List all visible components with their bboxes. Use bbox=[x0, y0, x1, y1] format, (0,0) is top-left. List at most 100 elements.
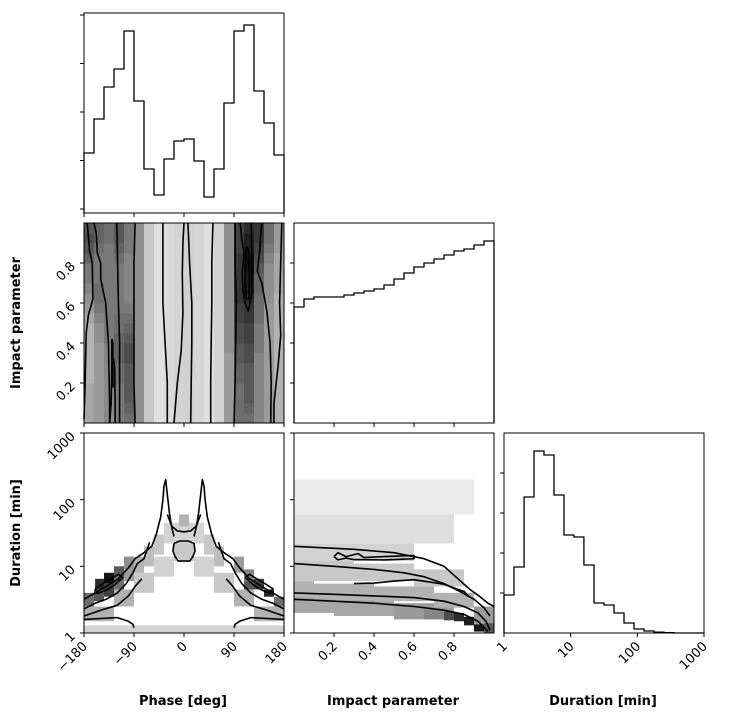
heatmap-cell bbox=[274, 393, 285, 404]
heatmap-cell bbox=[194, 363, 205, 374]
heatmap-cell bbox=[164, 343, 175, 354]
heatmap-cell bbox=[134, 243, 145, 254]
heatmap-cell bbox=[214, 313, 225, 324]
heatmap-cell bbox=[84, 393, 95, 404]
heatmap-cell bbox=[204, 233, 215, 244]
heatmap-cell bbox=[204, 273, 215, 284]
phase-hist-bin bbox=[84, 153, 94, 213]
phase-hist-bin bbox=[154, 195, 164, 213]
phase-hist-bin bbox=[244, 25, 254, 213]
heatmap-cell bbox=[244, 353, 255, 364]
heatmap-cell bbox=[194, 253, 205, 264]
heatmap-cell bbox=[264, 383, 275, 394]
heatmap-cell bbox=[244, 363, 255, 374]
heatmap-cell bbox=[224, 353, 235, 364]
impact-hist-bin bbox=[294, 307, 304, 423]
heatmap-cell bbox=[254, 353, 265, 364]
heatmap-cell bbox=[244, 373, 255, 384]
heatmap-cell bbox=[264, 363, 275, 374]
contour-line bbox=[333, 551, 415, 561]
heatmap-cell bbox=[104, 263, 115, 274]
heatmap-cell bbox=[214, 383, 225, 394]
heatmap-cell bbox=[154, 313, 165, 324]
duration-hist-bin bbox=[524, 497, 534, 633]
heatmap-cell bbox=[124, 243, 135, 254]
contour-line bbox=[83, 616, 135, 628]
heatmap-cell bbox=[244, 313, 255, 324]
heatmap-cell bbox=[254, 283, 265, 294]
heatmap-cell bbox=[144, 313, 155, 324]
contour-line bbox=[173, 222, 185, 424]
duration-hist-bin bbox=[544, 455, 554, 633]
heatmap-cell bbox=[254, 373, 265, 384]
heatmap-cell bbox=[144, 343, 155, 354]
phase-hist-bin bbox=[254, 91, 264, 213]
heatmap-cell bbox=[134, 393, 145, 404]
heatmap-cell bbox=[164, 273, 175, 284]
heatmap-cell bbox=[114, 293, 125, 304]
heatmap-cell bbox=[224, 393, 235, 404]
heatmap-cell bbox=[174, 263, 185, 274]
heatmap-cell bbox=[144, 353, 155, 364]
contour-line bbox=[233, 616, 285, 628]
heatmap-cell bbox=[234, 233, 245, 244]
heatmap-cell bbox=[94, 273, 105, 284]
heatmap-cell bbox=[144, 273, 155, 284]
phase-histogram-panel bbox=[80, 12, 285, 217]
heatmap-cell bbox=[244, 233, 255, 244]
heatmap-cell bbox=[274, 413, 285, 424]
heatmap-cell bbox=[84, 313, 95, 324]
heatmap-cell bbox=[194, 393, 205, 404]
heatmap-cell bbox=[214, 273, 225, 284]
heatmap-cell bbox=[224, 333, 235, 344]
contour-line bbox=[244, 573, 274, 595]
impact-hist-bin bbox=[334, 297, 344, 423]
heatmap-cell bbox=[94, 353, 105, 364]
heatmap-cell bbox=[194, 333, 205, 344]
heatmap-cell bbox=[294, 543, 414, 562]
heatmap-cell bbox=[114, 223, 125, 234]
heatmap-cell bbox=[174, 323, 185, 334]
heatmap-cell bbox=[134, 223, 145, 234]
heatmap-cell bbox=[154, 263, 165, 274]
heatmap-cell bbox=[124, 233, 135, 244]
heatmap-cell bbox=[124, 403, 135, 414]
impact-hist-bin bbox=[354, 293, 364, 423]
contour-line bbox=[166, 514, 202, 533]
heatmap-cell bbox=[224, 403, 235, 414]
impact-histogram-panel bbox=[290, 222, 495, 427]
heatmap-cell bbox=[224, 243, 235, 254]
phase-vs-impact-panel: 0.20.40.60.8 bbox=[54, 222, 285, 427]
heatmap-cell bbox=[194, 303, 205, 314]
heatmap-cell bbox=[194, 353, 205, 364]
heatmap-cell bbox=[254, 413, 265, 424]
heatmap-cell bbox=[204, 283, 215, 294]
impact-hist-bin bbox=[474, 245, 484, 423]
heatmap-cell bbox=[164, 363, 175, 374]
heatmap-cell bbox=[274, 233, 285, 244]
contour-line bbox=[239, 222, 254, 312]
heatmap-cell bbox=[124, 263, 135, 274]
heatmap-cell bbox=[254, 383, 265, 394]
heatmap-cell bbox=[94, 323, 105, 334]
heatmap-cell bbox=[94, 413, 105, 424]
heatmap-cell bbox=[164, 303, 175, 314]
panel-frame bbox=[293, 222, 495, 424]
heatmap-cell bbox=[204, 383, 215, 394]
heatmap-cell bbox=[214, 413, 225, 424]
heatmap-cell bbox=[274, 596, 284, 607]
heatmap-cell bbox=[224, 223, 235, 234]
heatmap-cell bbox=[154, 253, 165, 264]
heatmap-cell bbox=[84, 303, 95, 314]
heatmap-cell bbox=[84, 413, 95, 424]
heatmap-cell bbox=[214, 363, 225, 374]
heatmap-cell bbox=[144, 303, 155, 314]
duration-hist-line bbox=[503, 450, 704, 634]
heatmap-cell bbox=[244, 323, 255, 334]
heatmap-cell bbox=[194, 233, 205, 244]
contour-line bbox=[293, 592, 491, 631]
heatmap-cell bbox=[104, 572, 114, 584]
heatmap-cell bbox=[194, 343, 205, 354]
